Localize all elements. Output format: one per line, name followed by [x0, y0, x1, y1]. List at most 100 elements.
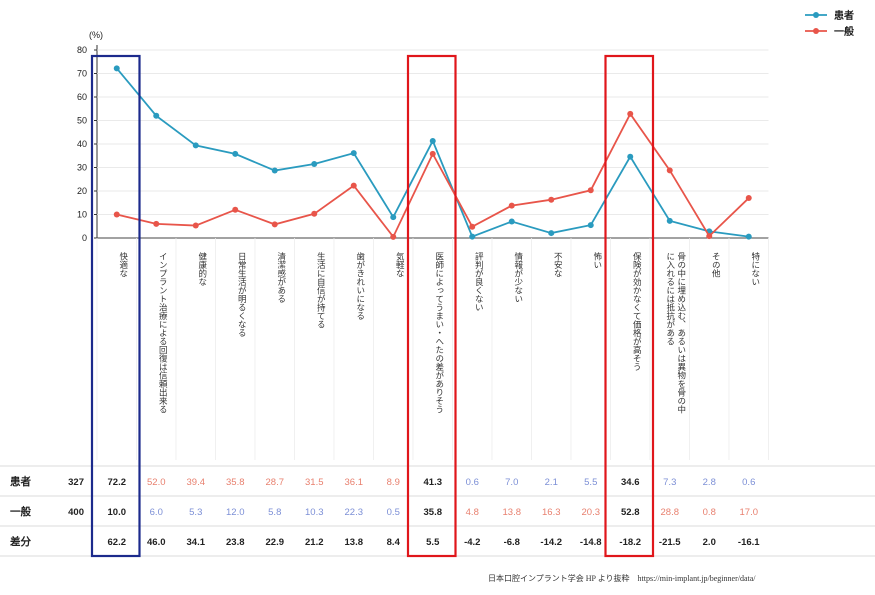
- highlight-box: [90, 54, 141, 558]
- data-point: [390, 233, 397, 240]
- data-point: [508, 218, 515, 225]
- table-cell: -6.8: [504, 537, 520, 548]
- data-point: [192, 222, 199, 229]
- data-point: [311, 160, 318, 167]
- table-row-label: 一般: [10, 505, 31, 518]
- category-label: 特にない: [750, 251, 760, 286]
- data-point: [627, 110, 634, 117]
- y-tick-label: 20: [77, 186, 87, 196]
- table-cell: 16.3: [542, 507, 561, 518]
- highlight-box: [406, 54, 457, 558]
- category-label: その他: [710, 252, 720, 278]
- table-cell: 17.0: [740, 507, 759, 518]
- table-cell: 23.8: [226, 537, 245, 548]
- table-cell: 0.8: [703, 507, 716, 518]
- data-point: [390, 214, 397, 221]
- category-label: 歯がきれいになる: [355, 251, 365, 320]
- source-note: 日本口腔インプラント学会 HP より抜粋 https://min-implant…: [488, 574, 756, 583]
- category-label: 不安な: [552, 252, 562, 278]
- data-point: [508, 202, 515, 209]
- data-point: [666, 167, 673, 174]
- data-point: [745, 233, 752, 240]
- data-point: [429, 137, 436, 144]
- y-unit-label: (%): [89, 30, 103, 40]
- table-cell: 21.2: [305, 537, 324, 548]
- data-point: [113, 65, 120, 72]
- y-tick-label: 0: [82, 233, 87, 243]
- data-point: [350, 150, 357, 157]
- table-cell: 34.6: [621, 477, 640, 488]
- y-tick-label: 80: [77, 45, 87, 55]
- category-label: 日常生活が明るくなる: [236, 252, 246, 337]
- table-cell: -14.8: [580, 537, 602, 548]
- table-cell: 20.3: [582, 507, 601, 518]
- data-point: [232, 206, 239, 213]
- table-cell: 0.5: [387, 507, 400, 518]
- table-cell: 34.1: [187, 537, 206, 548]
- data-point: [587, 187, 594, 194]
- data-point: [548, 196, 555, 203]
- table-cell: 28.7: [266, 477, 285, 488]
- data-point: [429, 150, 436, 157]
- legend-marker: [813, 28, 819, 34]
- data-point: [271, 167, 278, 174]
- category-label: 気軽な: [394, 251, 404, 277]
- category-label: 骨の中に埋め込む、あるいは異物を骨の中: [676, 252, 686, 414]
- category-label: に入れるには抵抗がある: [665, 252, 675, 346]
- y-tick-label: 10: [77, 210, 87, 220]
- category-label: 保険が効かなくて価格が高そう: [631, 251, 641, 371]
- table-cell: 2.0: [703, 537, 716, 548]
- table-cell: 5.3: [189, 507, 202, 518]
- table-cell: 7.3: [663, 477, 676, 488]
- data-point: [627, 153, 634, 160]
- table-cell: 52.8: [621, 507, 640, 518]
- table-cell: 5.5: [584, 477, 597, 488]
- table-cell: -16.1: [738, 537, 760, 548]
- data-point: [548, 230, 555, 237]
- table-cell: 6.0: [150, 507, 163, 518]
- category-label: 生活に自信が持てる: [315, 251, 325, 328]
- category-label: 評判が良くない: [473, 251, 483, 311]
- table-cell: 13.8: [345, 537, 364, 548]
- table-cell: 22.3: [345, 507, 364, 518]
- table-cell: 2.8: [703, 477, 716, 488]
- table-cell: 28.8: [661, 507, 680, 518]
- y-tick-label: 60: [77, 92, 87, 102]
- table-cell: 35.8: [424, 507, 443, 518]
- table-cell: 36.1: [345, 477, 364, 488]
- table-cell: 62.2: [108, 537, 127, 548]
- table-cell: 10.3: [305, 507, 324, 518]
- legend-marker: [813, 12, 819, 18]
- table-cell: 41.3: [424, 477, 443, 488]
- data-point: [271, 221, 278, 228]
- table-cell: 0.6: [466, 477, 479, 488]
- table-cell: 0.6: [742, 477, 755, 488]
- data-point: [587, 222, 594, 229]
- category-label: インプラント治療による回復は信頼出来る: [157, 252, 167, 414]
- table-cell: 31.5: [305, 477, 324, 488]
- category-label: 清潔感がある: [276, 251, 286, 303]
- data-point: [153, 220, 160, 227]
- table-cell: 46.0: [147, 537, 166, 548]
- y-tick-label: 40: [77, 139, 87, 149]
- data-point: [706, 233, 713, 240]
- data-point: [311, 210, 318, 217]
- table-cell: 5.5: [426, 537, 440, 548]
- data-point: [113, 211, 120, 218]
- y-tick-label: 30: [77, 163, 87, 173]
- table-cell: 52.0: [147, 477, 166, 488]
- table-cell: 2.1: [545, 477, 558, 488]
- table-cell: -18.2: [619, 537, 641, 548]
- table-cell: 12.0: [226, 507, 245, 518]
- table-cell: 8.9: [387, 477, 400, 488]
- legend-label: 一般: [834, 25, 854, 38]
- table-cell: 35.8: [226, 477, 245, 488]
- highlight-box: [604, 54, 655, 558]
- table-cell: 4.8: [466, 507, 479, 518]
- data-point: [350, 182, 357, 189]
- category-label: 医師によってうまい・へたの差がありそう: [434, 252, 444, 414]
- data-point: [469, 233, 476, 240]
- data-point: [745, 195, 752, 202]
- data-point: [153, 112, 160, 119]
